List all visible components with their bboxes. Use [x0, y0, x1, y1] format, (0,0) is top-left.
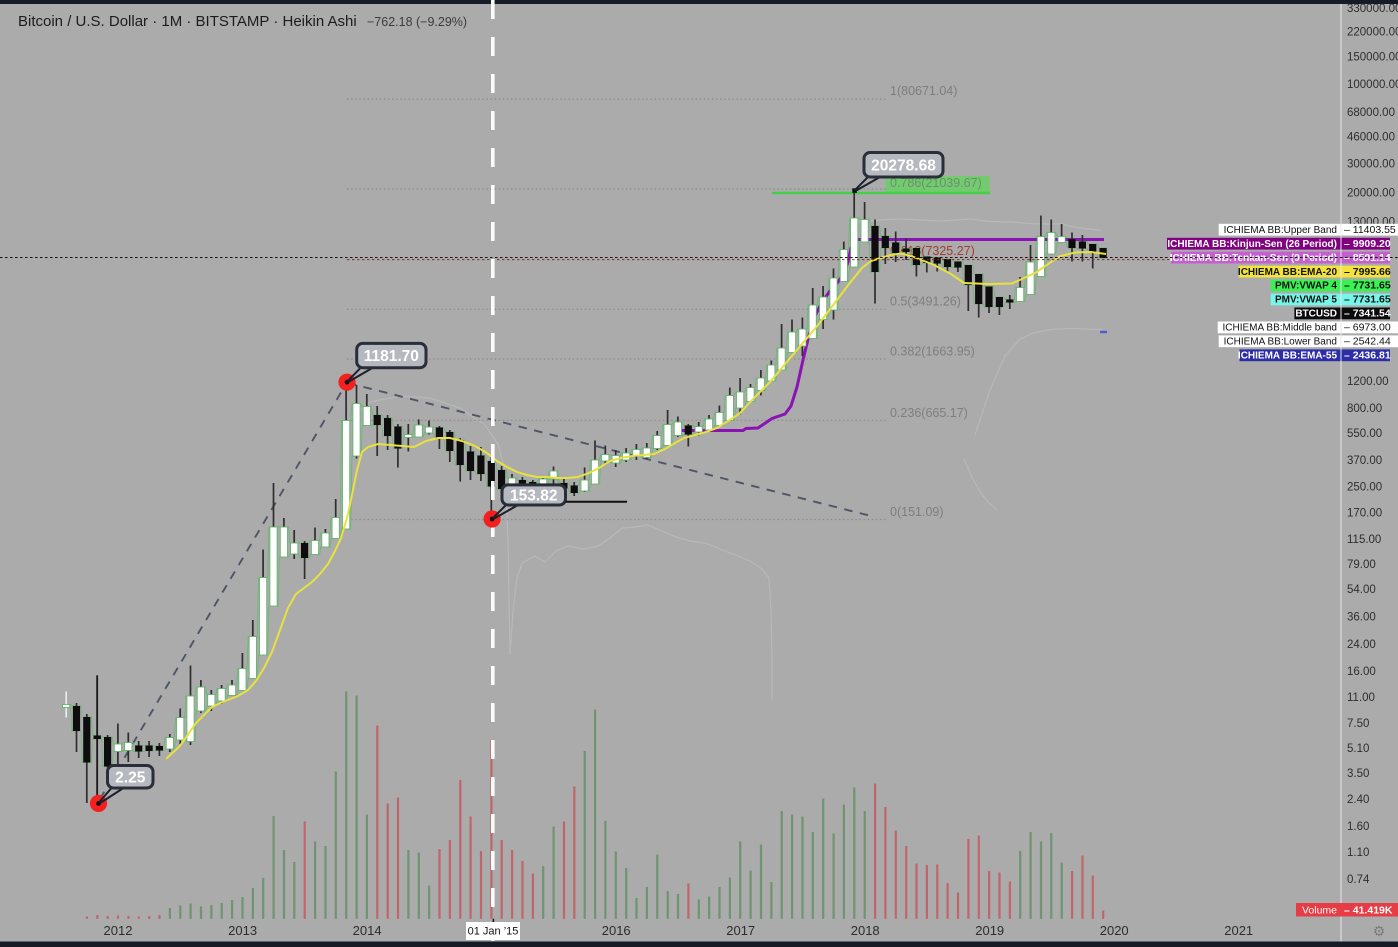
svg-text:79.00: 79.00 — [1347, 559, 1376, 571]
svg-text:36.00: 36.00 — [1347, 612, 1376, 624]
svg-text:2019: 2019 — [975, 923, 1004, 938]
svg-text:550.00: 550.00 — [1347, 428, 1382, 440]
svg-text:– 2436.81: – 2436.81 — [1344, 350, 1391, 362]
svg-text:2013: 2013 — [228, 923, 257, 938]
svg-text:153.82: 153.82 — [510, 488, 557, 505]
svg-text:11.00: 11.00 — [1347, 692, 1375, 704]
svg-text:0.74: 0.74 — [1347, 874, 1370, 886]
svg-text:BTCUSD: BTCUSD — [1295, 309, 1337, 320]
svg-text:30000.00: 30000.00 — [1347, 159, 1395, 171]
svg-text:– 7995.66: – 7995.66 — [1344, 266, 1391, 278]
svg-text:2014: 2014 — [353, 923, 382, 938]
svg-text:ICHIEMA BB:Tenkan-Sen (9 Perio: ICHIEMA BB:Tenkan-Sen (9 Period) — [1170, 253, 1337, 264]
svg-text:– 7731.65: – 7731.65 — [1344, 280, 1391, 292]
svg-text:ICHIEMA BB:EMA-55: ICHIEMA BB:EMA-55 — [1238, 351, 1338, 362]
svg-text:20278.68: 20278.68 — [871, 157, 936, 174]
svg-text:Volume: Volume — [1302, 905, 1337, 917]
svg-text:1200.00: 1200.00 — [1347, 376, 1389, 388]
svg-text:16.00: 16.00 — [1347, 666, 1376, 678]
svg-text:330000.00: 330000.00 — [1347, 3, 1398, 15]
svg-text:3.50: 3.50 — [1347, 768, 1369, 780]
svg-text:0.5(3491.26): 0.5(3491.26) — [890, 295, 961, 309]
svg-text:46000.00: 46000.00 — [1347, 132, 1395, 144]
svg-text:– 11403.55: – 11403.55 — [1344, 224, 1396, 236]
svg-text:20000.00: 20000.00 — [1347, 188, 1395, 200]
svg-text:– 41.419K: – 41.419K — [1344, 905, 1393, 917]
svg-text:⚙: ⚙ — [1373, 923, 1386, 939]
svg-text:2018: 2018 — [851, 923, 880, 938]
svg-text:2021: 2021 — [1224, 923, 1253, 938]
svg-text:0.236(665.17): 0.236(665.17) — [890, 406, 968, 420]
svg-text:170.00: 170.00 — [1347, 508, 1382, 520]
svg-text:ICHIEMA BB:EMA-20: ICHIEMA BB:EMA-20 — [1238, 267, 1338, 278]
svg-text:1.10: 1.10 — [1347, 847, 1369, 859]
svg-text:2017: 2017 — [726, 923, 755, 938]
svg-text:Bitcoin / U.S. Dollar · 1M · B: Bitcoin / U.S. Dollar · 1M · BITSTAMP · … — [18, 13, 357, 30]
svg-text:115.00: 115.00 — [1347, 534, 1381, 546]
svg-text:800.00: 800.00 — [1347, 403, 1382, 415]
svg-text:2.40: 2.40 — [1347, 794, 1369, 806]
svg-text:1(80671.04): 1(80671.04) — [890, 84, 957, 98]
svg-text:370.00: 370.00 — [1347, 455, 1382, 467]
svg-text:2.25: 2.25 — [115, 769, 146, 786]
svg-text:0.382(1663.95): 0.382(1663.95) — [890, 345, 975, 359]
svg-text:0(151.09): 0(151.09) — [890, 505, 944, 519]
svg-text:24.00: 24.00 — [1347, 639, 1376, 651]
svg-text:ICHIEMA BB:Lower Band: ICHIEMA BB:Lower Band — [1224, 337, 1337, 348]
svg-text:250.00: 250.00 — [1347, 482, 1382, 494]
svg-text:1181.70: 1181.70 — [364, 348, 419, 365]
svg-text:0.786(21039.67): 0.786(21039.67) — [890, 176, 982, 190]
svg-text:– 7731.65: – 7731.65 — [1344, 294, 1391, 306]
svg-text:5.10: 5.10 — [1347, 743, 1369, 755]
svg-text:2020: 2020 — [1100, 923, 1129, 938]
svg-text:2016: 2016 — [602, 923, 631, 938]
svg-text:PMV:VWAP 5: PMV:VWAP 5 — [1275, 295, 1337, 306]
svg-text:– 6973.00: – 6973.00 — [1344, 322, 1391, 334]
svg-text:100000.00: 100000.00 — [1347, 79, 1398, 91]
svg-text:– 7341.54: – 7341.54 — [1344, 308, 1391, 320]
svg-text:– 9909.20: – 9909.20 — [1344, 238, 1391, 250]
svg-text:1.60: 1.60 — [1347, 821, 1369, 833]
svg-text:150000.00: 150000.00 — [1347, 52, 1398, 64]
svg-text:ICHIEMA BB:Upper Band: ICHIEMA BB:Upper Band — [1224, 225, 1337, 236]
svg-text:01 Jan ’15: 01 Jan ’15 — [468, 926, 519, 938]
svg-text:ICHIEMA BB:Middle band: ICHIEMA BB:Middle band — [1223, 323, 1338, 334]
svg-text:−762.18 (−9.29%): −762.18 (−9.29%) — [367, 15, 467, 29]
svg-text:– 2542.44: – 2542.44 — [1344, 336, 1391, 348]
svg-text:PMV:VWAP 4: PMV:VWAP 4 — [1275, 281, 1337, 292]
svg-text:54.00: 54.00 — [1347, 584, 1376, 596]
svg-text:68000.00: 68000.00 — [1347, 107, 1395, 119]
svg-text:7.50: 7.50 — [1347, 718, 1369, 730]
svg-text:2012: 2012 — [104, 923, 133, 938]
svg-text:ICHIEMA BB:Kinjun-Sen (26 Peri: ICHIEMA BB:Kinjun-Sen (26 Period) — [1167, 239, 1337, 250]
svg-text:220000.00: 220000.00 — [1347, 27, 1398, 39]
